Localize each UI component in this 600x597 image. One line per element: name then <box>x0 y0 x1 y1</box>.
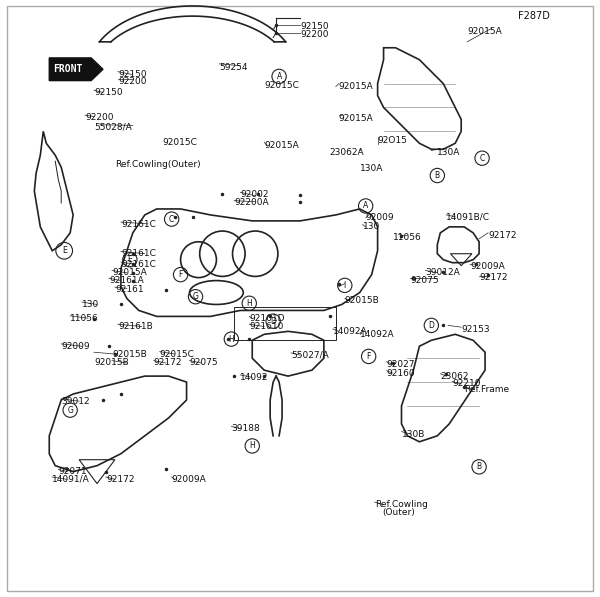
Text: (Outer): (Outer) <box>382 507 415 517</box>
Text: 14092: 14092 <box>240 373 269 382</box>
Text: 92015A: 92015A <box>112 268 146 278</box>
Text: 921610: 921610 <box>249 322 284 331</box>
Text: 92150: 92150 <box>300 22 329 32</box>
Text: G: G <box>67 405 73 415</box>
Text: 92210: 92210 <box>452 379 481 389</box>
Polygon shape <box>49 58 103 81</box>
Text: F: F <box>367 352 371 361</box>
Text: 59254: 59254 <box>220 63 248 72</box>
Text: 92015B: 92015B <box>112 349 146 359</box>
Text: 11056: 11056 <box>392 232 421 242</box>
Text: 92009: 92009 <box>61 341 90 351</box>
Text: 130: 130 <box>82 300 100 309</box>
Text: FRONT: FRONT <box>53 64 83 74</box>
Text: 92015B: 92015B <box>345 296 380 306</box>
Text: 92075: 92075 <box>190 358 218 368</box>
Text: 92161A: 92161A <box>109 276 144 285</box>
Text: 92015C: 92015C <box>264 81 299 91</box>
Text: 130A: 130A <box>360 164 383 174</box>
Text: F287D: F287D <box>518 11 550 21</box>
Text: 14092A: 14092A <box>333 327 367 336</box>
Text: 92015A: 92015A <box>339 82 374 91</box>
Text: 92015C: 92015C <box>163 137 197 147</box>
Text: 92009A: 92009A <box>470 261 505 271</box>
Text: H: H <box>250 441 255 451</box>
Text: 14092A: 14092A <box>360 330 394 339</box>
Text: B: B <box>476 462 482 472</box>
Text: 92200A: 92200A <box>235 198 269 208</box>
Text: 130B: 130B <box>401 429 425 439</box>
Text: E: E <box>62 246 67 256</box>
Text: 92172: 92172 <box>479 273 508 282</box>
Text: 130A: 130A <box>437 147 461 157</box>
Text: Ref.Cowling: Ref.Cowling <box>374 500 427 509</box>
Text: G: G <box>193 292 199 301</box>
Text: 55027/A: 55027/A <box>291 350 329 360</box>
Text: 14091B/C: 14091B/C <box>446 212 490 221</box>
Text: 23062: 23062 <box>440 371 469 381</box>
Text: 92015C: 92015C <box>160 349 194 359</box>
Text: 130: 130 <box>362 222 380 232</box>
Text: 92002: 92002 <box>240 190 269 199</box>
Text: 92160: 92160 <box>386 368 415 378</box>
Text: 92161C: 92161C <box>121 249 156 259</box>
Text: 92172: 92172 <box>106 475 134 484</box>
Text: 39012A: 39012A <box>425 268 460 278</box>
Text: D: D <box>270 316 276 326</box>
Text: 92015B: 92015B <box>94 358 129 368</box>
Text: Ref.Cowling(Outer): Ref.Cowling(Outer) <box>115 159 200 169</box>
Text: E: E <box>127 255 132 264</box>
Text: 92161B: 92161B <box>118 322 152 331</box>
Text: 92009: 92009 <box>365 213 394 223</box>
Text: A: A <box>363 201 368 211</box>
Text: C: C <box>479 153 485 163</box>
Text: A: A <box>277 72 282 81</box>
Text: 55028/A: 55028/A <box>94 122 132 132</box>
Text: 92075: 92075 <box>410 276 439 285</box>
Text: 92161C: 92161C <box>121 260 156 269</box>
Text: 92153: 92153 <box>461 325 490 334</box>
Text: 92200: 92200 <box>118 76 146 86</box>
Text: 92161C: 92161C <box>121 220 156 229</box>
Text: Ref.Frame: Ref.Frame <box>464 384 509 394</box>
Text: 92O15: 92O15 <box>377 136 407 146</box>
Text: 92161: 92161 <box>115 285 143 294</box>
Text: 92015A: 92015A <box>264 141 299 150</box>
Text: 92150: 92150 <box>118 69 146 79</box>
Text: 92009A: 92009A <box>172 475 206 484</box>
Text: 92161D: 92161D <box>249 314 285 324</box>
Text: 92071: 92071 <box>58 467 87 476</box>
Text: B: B <box>435 171 440 180</box>
Text: 39188: 39188 <box>232 424 260 433</box>
Text: F: F <box>178 270 183 279</box>
Text: 92200: 92200 <box>300 30 329 39</box>
Text: 92150: 92150 <box>94 88 122 97</box>
Text: 92027: 92027 <box>386 359 415 369</box>
Text: 92172: 92172 <box>488 231 517 241</box>
Text: 92172: 92172 <box>154 358 182 368</box>
Text: 14091/A: 14091/A <box>52 475 90 484</box>
Text: 23062A: 23062A <box>330 147 364 157</box>
Text: C: C <box>169 214 174 224</box>
Text: H: H <box>247 298 252 308</box>
Text: 39012: 39012 <box>61 396 90 406</box>
Text: 11056: 11056 <box>70 313 99 323</box>
Text: 92015A: 92015A <box>339 113 374 123</box>
Bar <box>235 307 336 340</box>
Text: I: I <box>344 281 346 290</box>
Text: 92015A: 92015A <box>467 26 502 36</box>
Text: 92200: 92200 <box>85 113 113 122</box>
Text: H: H <box>229 334 234 344</box>
Text: D: D <box>428 321 434 330</box>
